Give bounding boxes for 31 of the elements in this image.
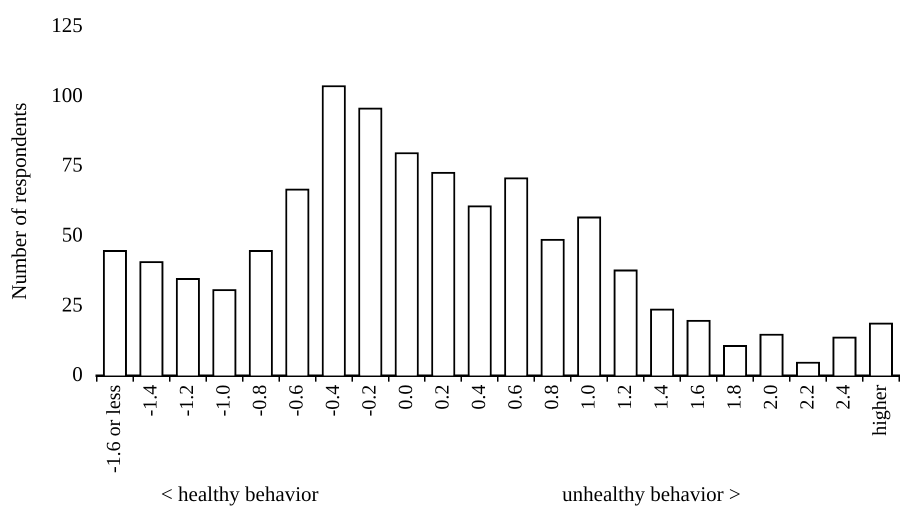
x-tick-label: 0.6 bbox=[504, 384, 526, 410]
y-tick-label: 75 bbox=[62, 152, 83, 177]
x-tick-label: 1.4 bbox=[650, 384, 672, 410]
x-tick-label: 1.6 bbox=[686, 384, 709, 410]
x-tick-label: 2.4 bbox=[832, 384, 855, 410]
text: unhealthy behavior > bbox=[562, 482, 741, 506]
x-tick-label: -1.6 or less bbox=[103, 384, 126, 474]
x-tick-label: -1.2 bbox=[176, 384, 198, 416]
x-tick-label: -0.4 bbox=[322, 384, 344, 416]
x-tick-label: 1.8 bbox=[723, 384, 746, 410]
x-tick-label: -0.8 bbox=[249, 384, 272, 416]
x-tick-label: -0.6 bbox=[286, 384, 308, 416]
x-tick-label: 0.4 bbox=[468, 384, 490, 410]
x-tick-label: 0.8 bbox=[540, 384, 563, 410]
x-tick-label: -0.2 bbox=[358, 384, 381, 416]
y-tick-label: 50 bbox=[62, 222, 83, 247]
x-tick-label: 2.2 bbox=[796, 384, 818, 410]
x-tick-label: higher bbox=[869, 384, 892, 436]
x-tick-label: -1.0 bbox=[212, 384, 235, 416]
x-tick-label: 1.2 bbox=[614, 384, 636, 410]
x-tick-label: 0.2 bbox=[431, 384, 454, 410]
x-tick-label: 1.0 bbox=[577, 384, 600, 410]
y-tick-label: 0 bbox=[72, 362, 83, 386]
y-axis-title: Number of respondents bbox=[7, 102, 32, 300]
y-tick-label: 125 bbox=[51, 13, 83, 38]
x-tick-label: 2.0 bbox=[760, 384, 782, 410]
y-tick-label: 100 bbox=[51, 82, 83, 107]
text: < healthy behavior bbox=[160, 482, 319, 506]
x-tick-label: 0.0 bbox=[395, 384, 418, 410]
y-tick-label: 25 bbox=[62, 292, 83, 316]
x-tick-label: -1.4 bbox=[140, 384, 162, 416]
